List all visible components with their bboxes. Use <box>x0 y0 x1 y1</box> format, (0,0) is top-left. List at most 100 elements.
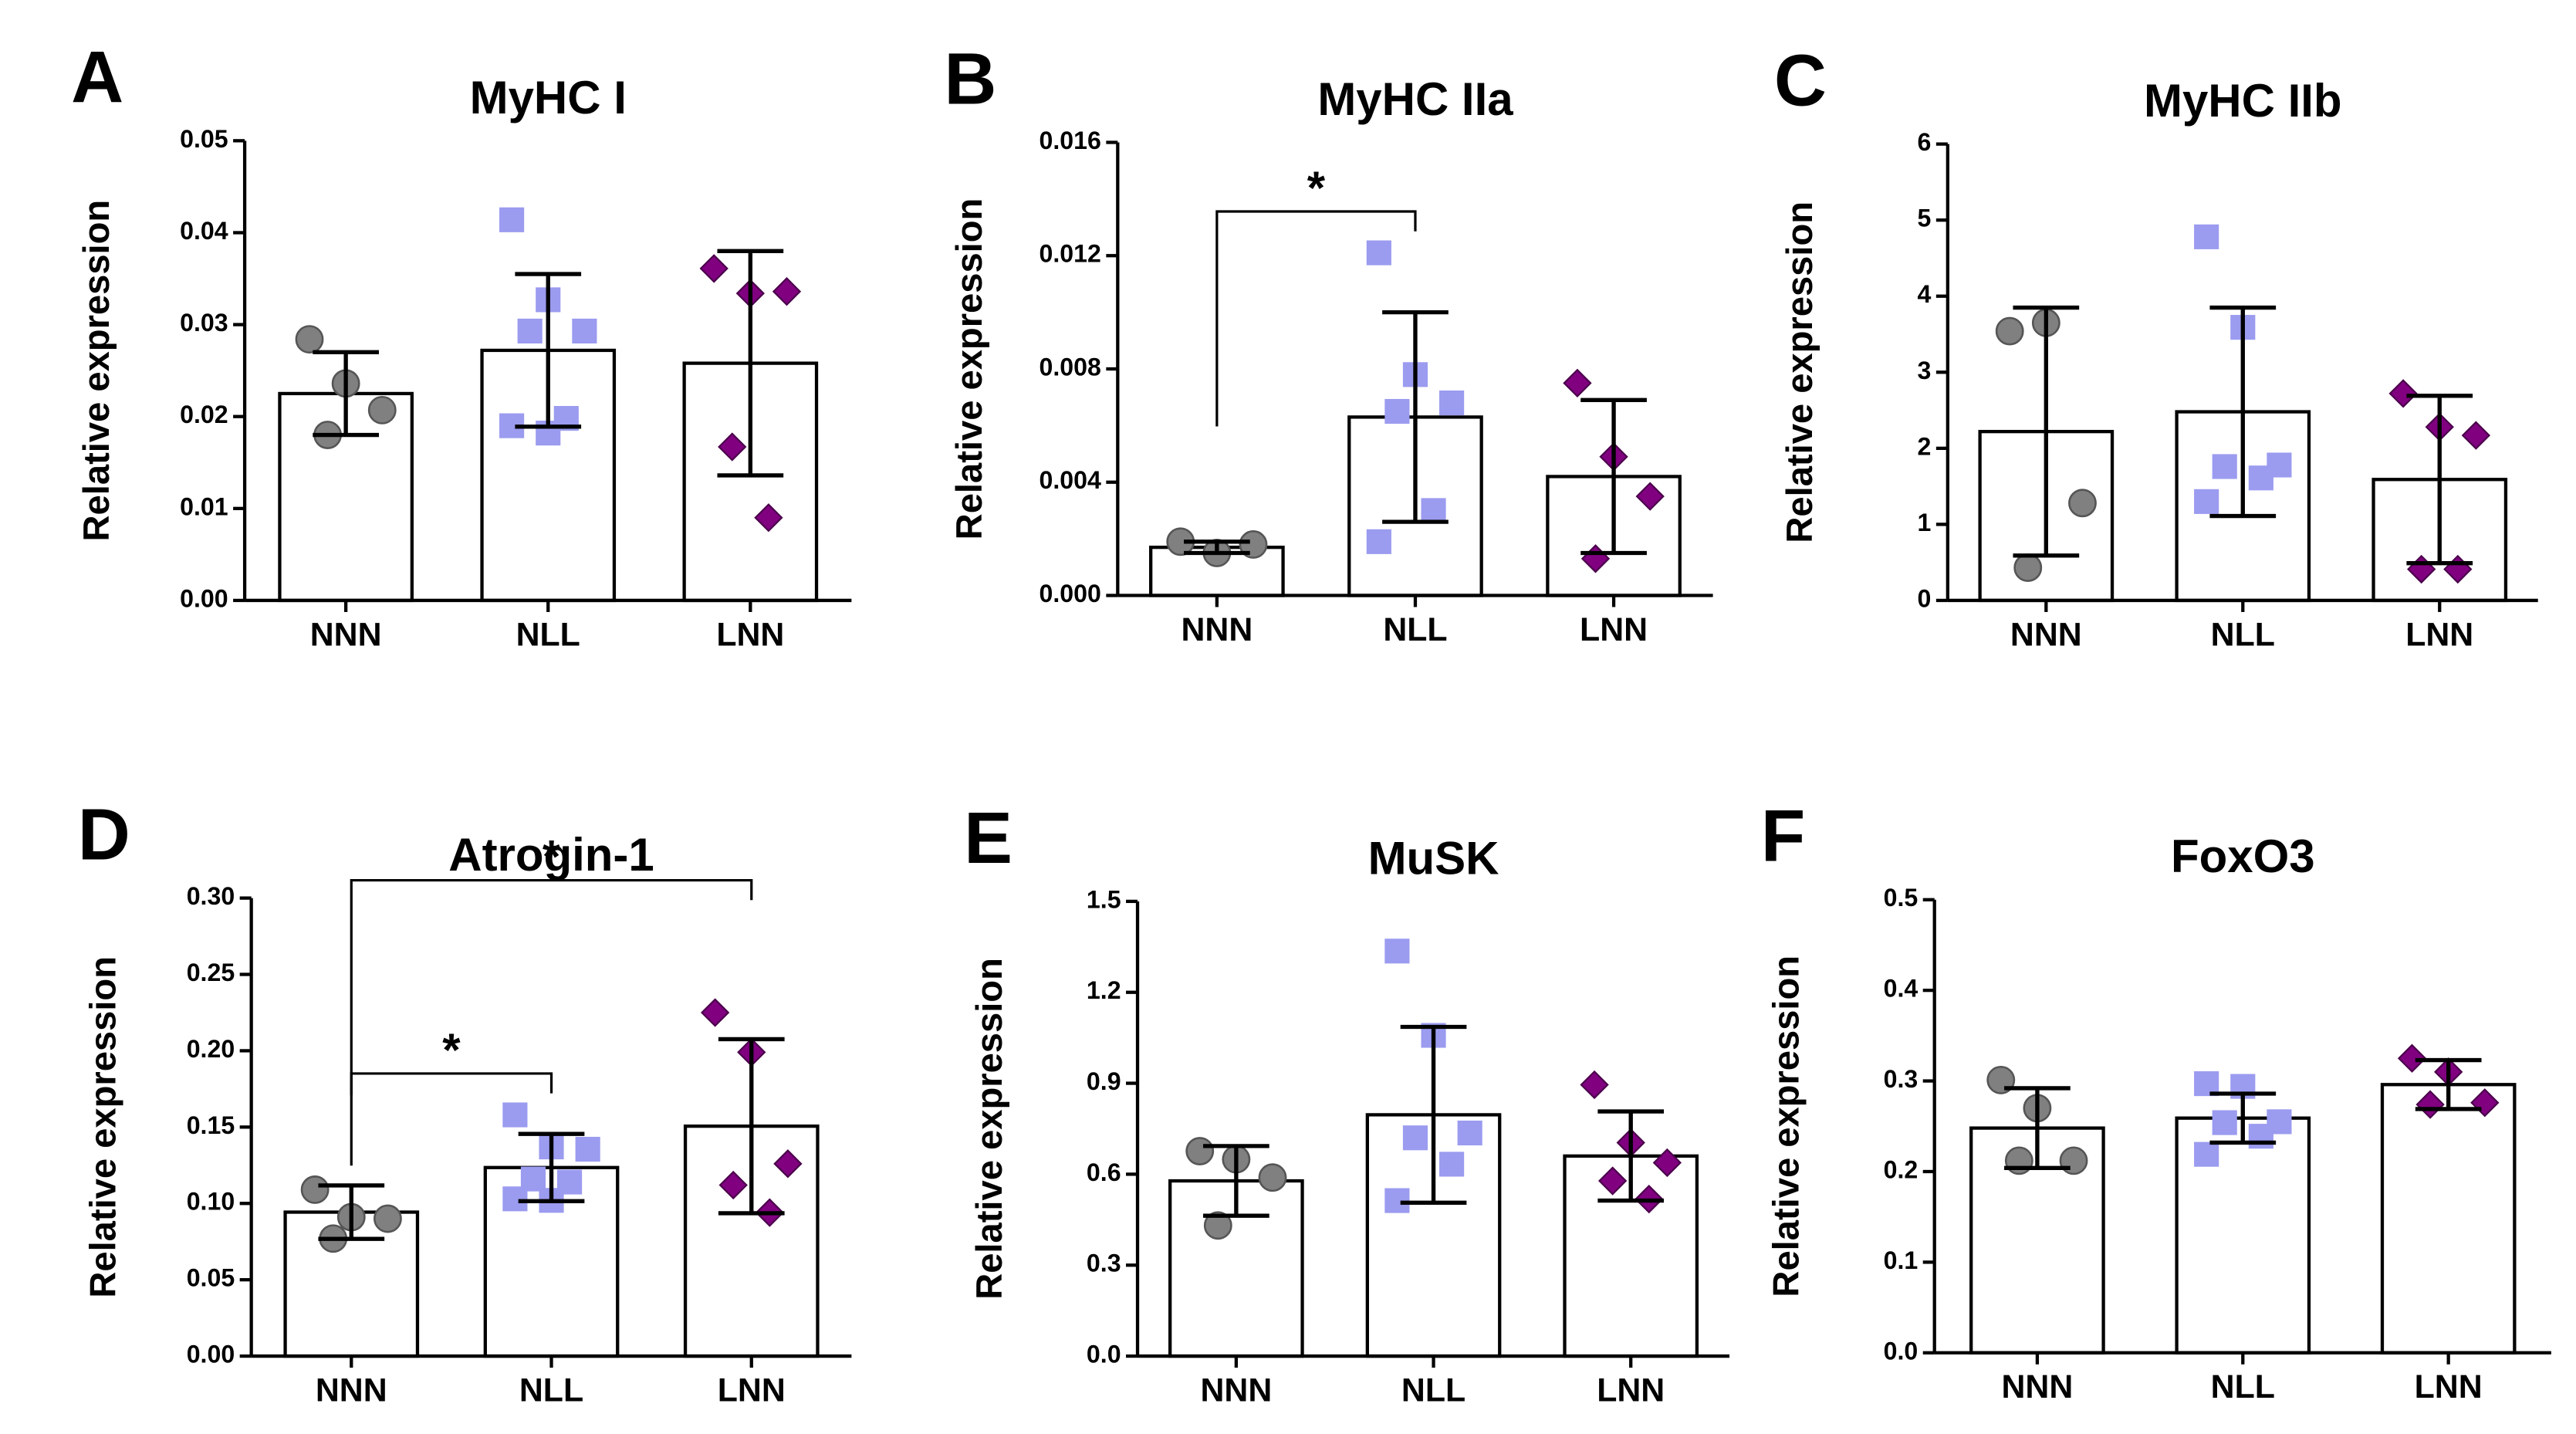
y-tick-label: 0.10 <box>187 1188 235 1216</box>
y-tick-label: 0.1 <box>1884 1246 1918 1274</box>
data-point <box>1652 1148 1682 1178</box>
error-bar <box>1580 397 1647 556</box>
y-axis-label: Relative expression <box>1766 955 1807 1297</box>
x-tick-label: NLL <box>516 616 580 653</box>
x-tick-label: NLL <box>2211 1368 2275 1405</box>
data-point <box>2248 465 2273 491</box>
y-tick-label: 0.00 <box>187 1341 235 1368</box>
data-point <box>502 1102 528 1128</box>
x-tick-label: LNN <box>718 1372 786 1409</box>
x-tick-label: NLL <box>1383 611 1447 648</box>
chart-title: MuSK <box>1368 832 1499 884</box>
y-tick-label: 0.008 <box>1039 353 1100 380</box>
significance-bracket <box>1215 210 1417 427</box>
data-point <box>699 254 729 283</box>
y-axis-label: Relative expression <box>83 956 123 1298</box>
data-point <box>1439 390 1465 416</box>
chart-title: Atrogin-1 <box>448 829 654 881</box>
data-point <box>2470 1088 2500 1118</box>
y-tick-label: 1.2 <box>1087 976 1121 1004</box>
data-point <box>1258 1163 1287 1192</box>
x-tick-label: LNN <box>2405 616 2473 653</box>
chart-title: MyHC I <box>470 72 627 123</box>
data-point <box>1366 529 1391 554</box>
significance-label: * <box>442 1024 461 1076</box>
x-tick-label: LNN <box>2415 1368 2483 1405</box>
significance-label: * <box>1307 162 1326 214</box>
data-point <box>2212 1110 2237 1135</box>
y-tick-label: 0.012 <box>1039 240 1100 268</box>
y-tick-label: 6 <box>1918 128 1932 156</box>
data-point <box>2212 454 2237 479</box>
data-point <box>367 395 397 424</box>
panel-label: F <box>1761 796 1806 877</box>
error-bar <box>2013 305 2080 558</box>
y-axis-label: Relative expression <box>1779 201 1820 543</box>
y-tick-label: 0.3 <box>1884 1065 1918 1093</box>
y-tick-label: 0.30 <box>187 882 235 910</box>
data-point <box>700 998 730 1027</box>
y-tick-label: 1 <box>1918 509 1932 536</box>
y-axis-label: Relative expression <box>76 200 117 542</box>
y-tick-label: 0.15 <box>187 1111 235 1139</box>
bar <box>2380 1083 2517 1355</box>
x-tick-label: NNN <box>316 1372 387 1409</box>
data-point <box>1457 1120 1482 1146</box>
data-point <box>772 277 802 306</box>
y-tick-label: 0.02 <box>180 401 228 428</box>
data-point <box>1635 482 1665 511</box>
data-point <box>1384 1188 1410 1213</box>
y-tick-label: 0.0 <box>1087 1341 1121 1368</box>
y-tick-label: 0.9 <box>1087 1067 1121 1095</box>
error-bar <box>2209 305 2277 519</box>
data-point <box>1995 316 2024 346</box>
y-tick-label: 0.04 <box>180 217 228 245</box>
x-tick-label: NLL <box>2211 616 2275 653</box>
data-point <box>2415 1090 2445 1119</box>
x-tick-label: LNN <box>1580 611 1648 648</box>
error-bar <box>1382 309 1449 524</box>
data-point <box>517 318 543 343</box>
y-tick-label: 3 <box>1918 357 1932 384</box>
error-bar <box>1400 1024 1467 1205</box>
y-tick-label: 0 <box>1918 584 1932 612</box>
data-point <box>2248 1124 2273 1149</box>
error-bar <box>515 272 582 429</box>
x-tick-label: NNN <box>2002 1368 2074 1405</box>
data-point <box>1563 368 1592 398</box>
data-point <box>1185 1137 1215 1165</box>
error-bar <box>1203 1144 1269 1218</box>
x-tick-label: LNN <box>716 616 784 653</box>
x-tick-label: NLL <box>519 1372 583 1409</box>
data-point <box>1439 1152 1465 1177</box>
data-point <box>295 325 324 354</box>
error-bar <box>2406 394 2473 566</box>
y-tick-label: 0.00 <box>180 584 228 612</box>
data-point <box>2013 553 2043 583</box>
error-bar <box>2415 1057 2482 1111</box>
x-tick-label: LNN <box>1597 1372 1665 1409</box>
y-tick-label: 0.25 <box>187 959 235 986</box>
error-bar <box>1184 539 1250 556</box>
data-point <box>300 1175 330 1204</box>
data-point <box>1384 939 1410 964</box>
panel-label: D <box>78 794 130 875</box>
y-tick-label: 0.2 <box>1884 1155 1918 1183</box>
data-point <box>2397 1043 2427 1073</box>
data-point <box>1203 1211 1232 1240</box>
x-tick-label: NNN <box>1181 611 1253 648</box>
y-tick-label: 0.004 <box>1039 466 1101 494</box>
chart-title: MyHC IIa <box>1317 73 1513 125</box>
error-bar <box>717 249 784 478</box>
error-bar <box>1597 1109 1665 1203</box>
y-tick-label: 0.05 <box>187 1264 235 1292</box>
y-tick-label: 0.01 <box>180 492 228 520</box>
data-point <box>1402 1125 1428 1151</box>
error-bar <box>718 1037 785 1216</box>
x-tick-label: NNN <box>1200 1372 1272 1409</box>
data-point <box>502 1186 528 1212</box>
y-tick-label: 0.016 <box>1039 127 1100 154</box>
x-tick-label: NNN <box>310 616 382 653</box>
